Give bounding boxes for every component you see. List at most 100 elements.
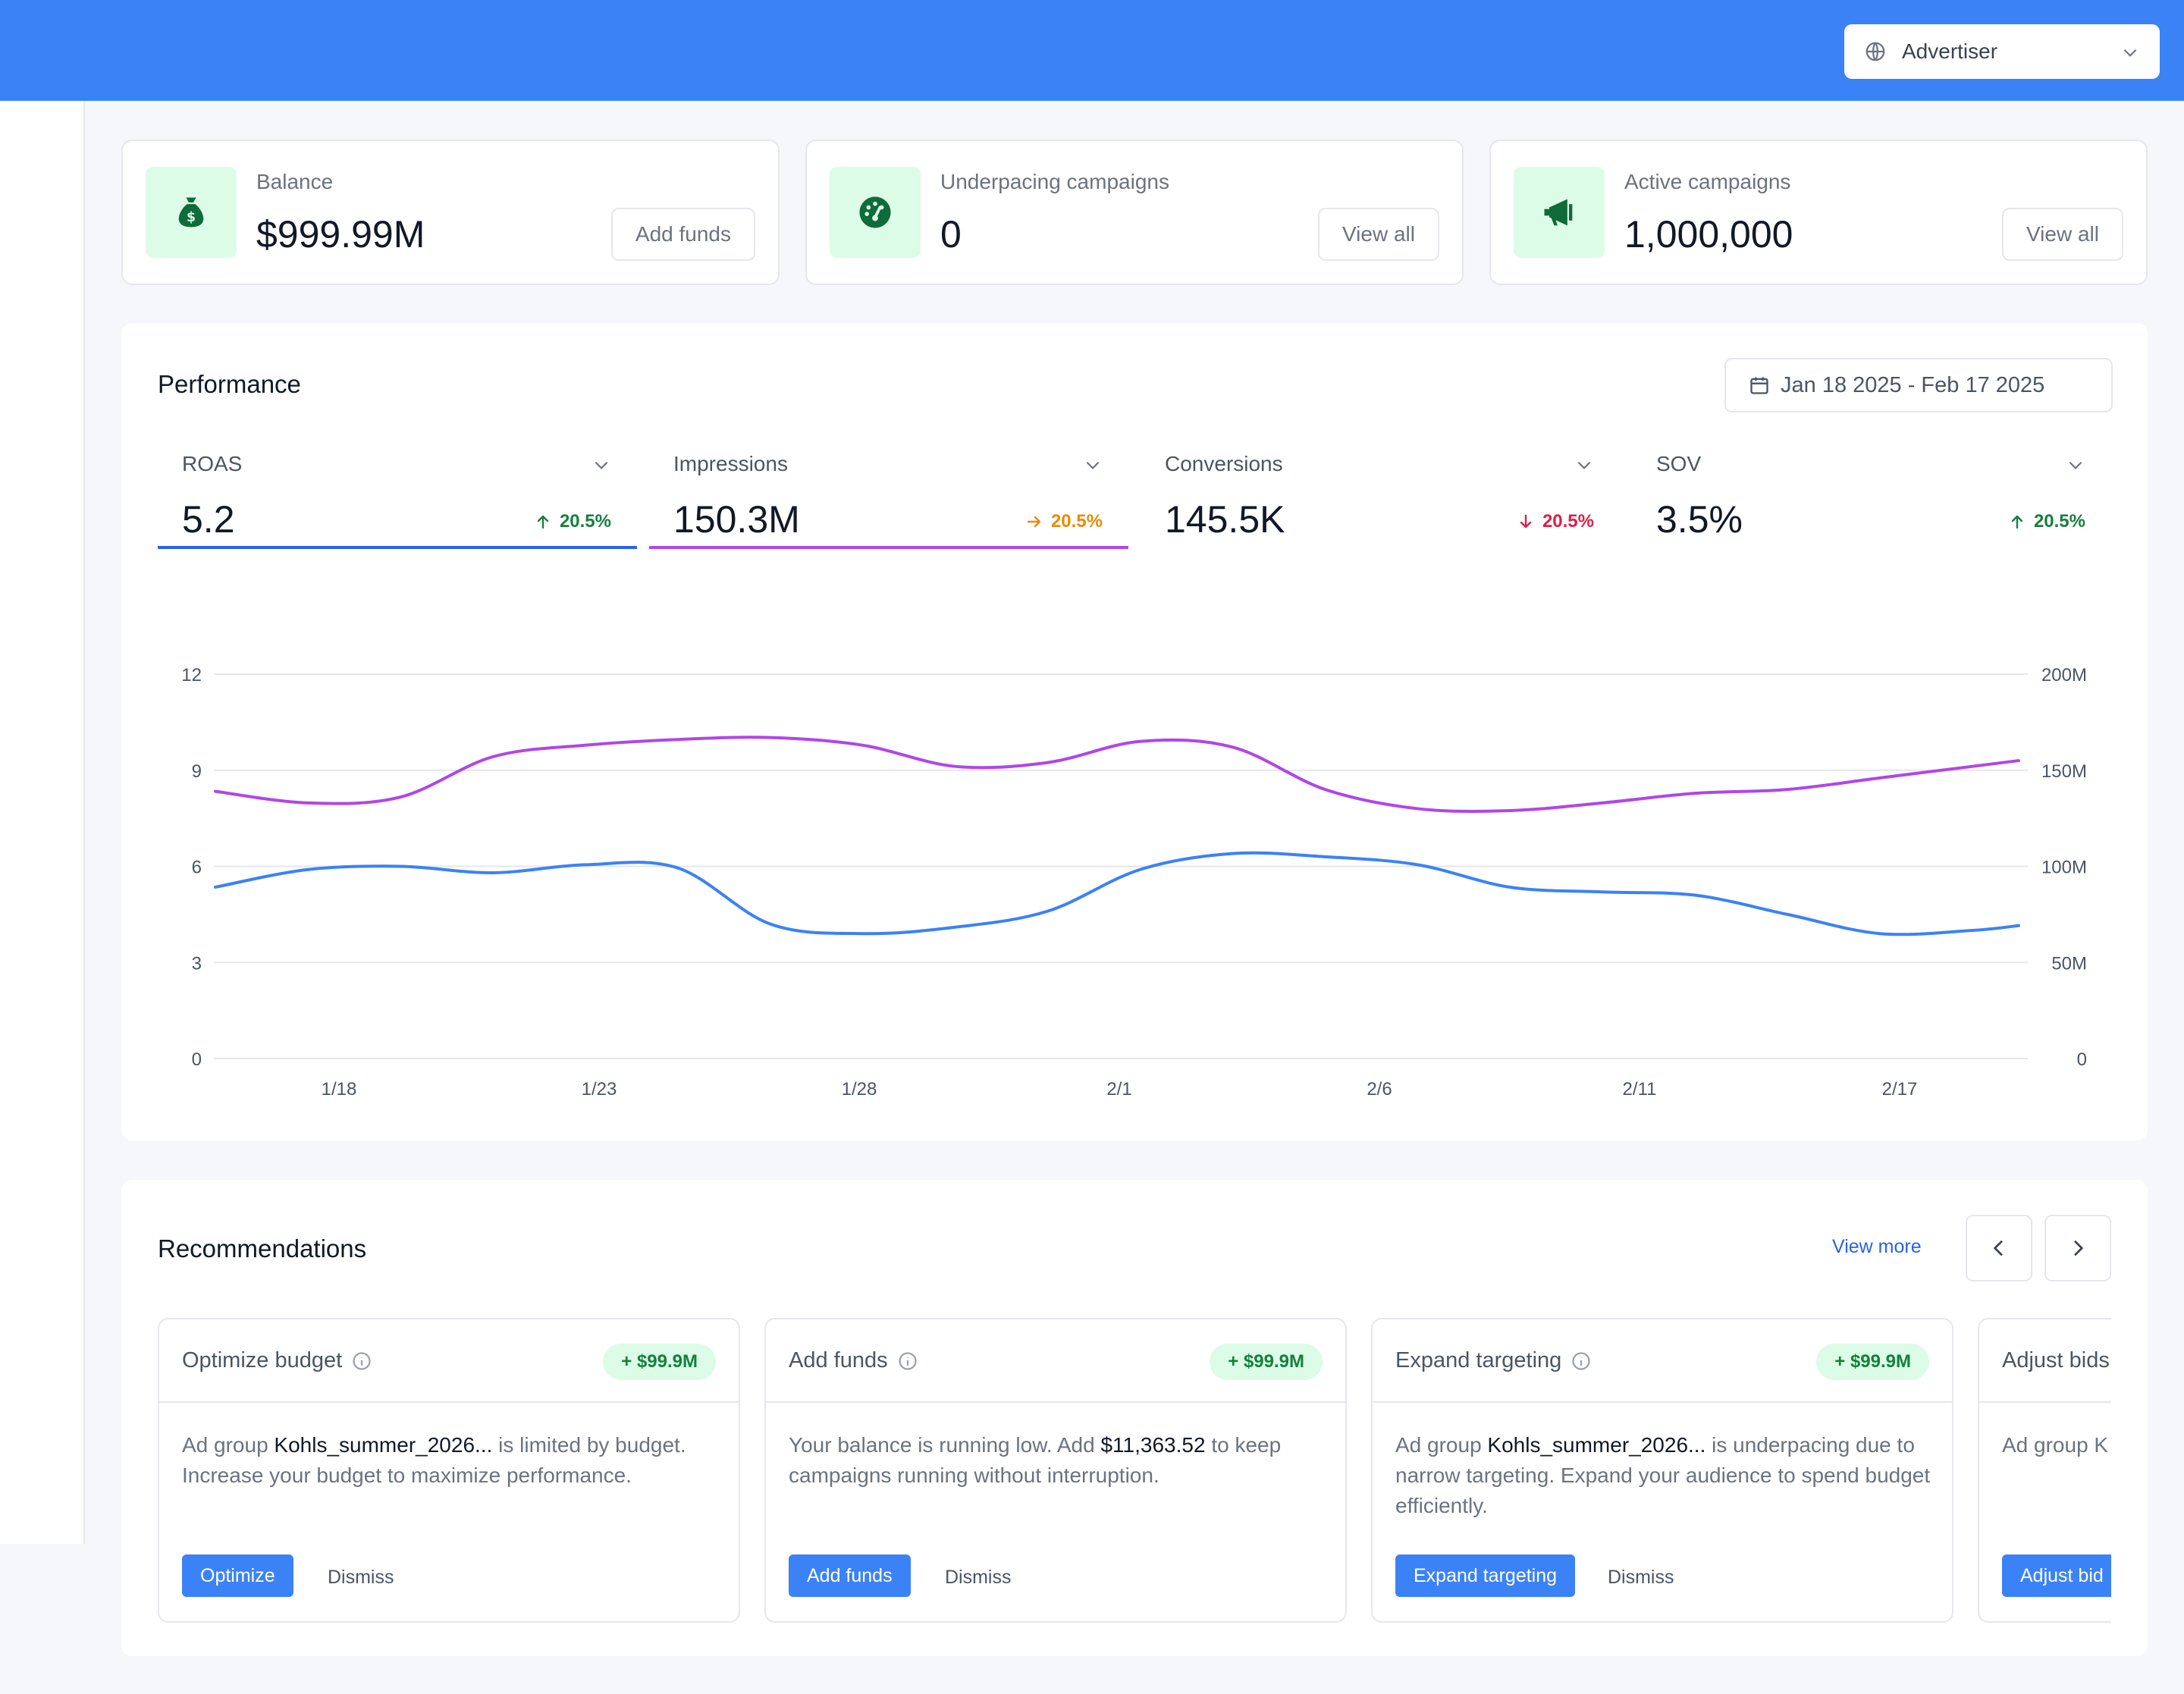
metric-label: Impressions [673,452,788,475]
calendar-icon [1750,377,1768,394]
impact-badge: + $99.9M [603,1344,716,1380]
recommendation-card-header: Optimize budget + $99.9M [159,1319,739,1403]
body-highlight: Kohls_summer_2026... [274,1433,493,1457]
arrow-right-icon [1027,516,1041,528]
metric-delta: 20.5% [1025,511,1103,532]
stat-card-underpacing: Underpacing campaigns 0 View all [805,140,1464,285]
recommendation-title: Add funds [789,1348,918,1373]
recommendations-panel: Recommendations View more Optimize budge… [121,1180,2148,1656]
series-line-roas [214,851,2020,936]
x-tick-label: 2/17 [1882,1079,1918,1100]
recommendation-body: Ad group Kohls_summer_2026... is limited… [182,1430,728,1491]
date-range-picker[interactable]: Jan 18 2025 - Feb 17 2025 [1724,358,2113,413]
recommendation-title: Optimize budget [182,1348,372,1373]
x-tick-label: 2/11 [1623,1079,1657,1100]
info-icon[interactable] [1571,1350,1592,1372]
x-tick-label: 1/23 [582,1079,617,1100]
megaphone-icon [1514,167,1605,258]
metric-delta-value: 20.5% [559,511,611,532]
series-line-impressions [214,736,2020,813]
prev-button[interactable] [1966,1215,2032,1281]
recommendation-primary-button[interactable]: Add funds [789,1554,911,1597]
body-text: to keep campaigns running without interr… [789,1433,1282,1487]
metric-value: 145.5K [1165,498,1285,541]
metric-value: 5.2 [182,498,235,541]
y-right-tick-label: 50M [2051,953,2087,974]
view-all-underpacing-button[interactable]: View all [1318,208,1439,261]
performance-title: Performance [158,370,301,398]
arrow-down-icon [1520,514,1532,529]
recommendation-title-text: Add funds [789,1348,888,1372]
info-icon[interactable] [351,1350,372,1372]
metric-tab-roas[interactable]: ROAS 5.2 20.5% [158,452,637,549]
chevron-right-icon [2074,1240,2084,1256]
chevron-left-icon [1993,1240,2003,1256]
y-left-tick-label: 0 [192,1049,202,1070]
x-tick-label: 2/1 [1106,1079,1131,1100]
advertiser-select[interactable]: Advertiser [1844,24,2160,79]
performance-chart: 0 3 6 9 12 0 50M 100M 150M 200M 1/18 1/23 1/28 2/1 2/6… [181,665,2087,1100]
stat-value: 0 [940,213,962,256]
arrow-up-icon [537,515,549,529]
stat-value: 1,000,000 [1624,213,1793,256]
stat-label: Balance [256,170,334,193]
body-text: Ad group [182,1433,275,1457]
recommendation-primary-button[interactable]: Expand targeting [1395,1554,1576,1597]
y-left-tick-label: 6 [192,858,202,878]
x-tick-label: 2/6 [1367,1079,1392,1100]
metric-delta-value: 20.5% [1542,511,1594,532]
recommendation-title-text: Adjust bids [2002,1348,2110,1372]
metric-tab-conversions[interactable]: Conversions 145.5K 20.5% [1141,452,1620,546]
recommendation-card-header: Expand targeting + $99.9M [1373,1319,1952,1403]
view-all-active-button[interactable]: View all [2002,208,2123,261]
dismiss-button[interactable]: Dismiss [1608,1567,1674,1588]
recommendation-card-header: Add funds + $99.9M [766,1319,1345,1403]
metric-delta: 20.5% [1517,511,1594,532]
metric-label: Conversions [1165,452,1283,475]
recommendation-carousel: Optimize budget + $99.9M Ad group Kohls_su… [158,1318,2111,1626]
recommendation-card: Optimize budget + $99.9M Ad group Kohls_su… [158,1318,740,1623]
dismiss-button[interactable]: Dismiss [328,1567,394,1588]
chevron-down-icon[interactable] [592,455,611,475]
arrow-up-icon [2011,515,2023,529]
top-bar: Advertiser [0,0,2184,101]
y-right-tick-label: 0 [2077,1049,2087,1070]
recommendations-title: Recommendations [158,1234,367,1263]
body-highlight: $11,363.52 [1100,1433,1206,1457]
metric-tab-sov[interactable]: SOV 3.5% 20.5% [1632,452,2111,546]
recommendation-body: Ad group Kohls_summer_2026... is underpa… [1395,1430,1941,1521]
metric-delta-value: 20.5% [1050,511,1103,532]
metric-tab-impressions[interactable]: Impressions 150.3M 20.5% [649,452,1128,549]
y-left-tick-label: 3 [192,953,202,974]
recommendation-title: Adjust bids [2002,1348,2110,1373]
y-right-tick-label: 100M [2041,858,2087,878]
recommendation-card-header: Adjust bids [1979,1319,2111,1403]
stat-label: Active campaigns [1624,170,1791,193]
next-button[interactable] [2044,1215,2111,1281]
body-text: is underpacing due to narrow targeting. … [1395,1433,1931,1517]
view-more-link[interactable]: View more [1832,1236,1922,1257]
chevron-down-icon[interactable] [2066,455,2085,475]
recommendation-primary-button[interactable]: Optimize [182,1554,293,1597]
info-icon[interactable] [897,1350,918,1372]
money-bag-icon: $ [146,167,237,258]
metric-label: ROAS [182,452,243,475]
metric-selected-underline [158,546,637,549]
metric-label: SOV [1656,452,1702,475]
add-funds-button[interactable]: Add funds [610,208,755,261]
chevron-down-icon[interactable] [1574,455,1594,475]
performance-panel: Performance Jan 18 2025 - Feb 17 2025 RO… [121,323,2148,1140]
metric-value: 3.5% [1656,498,1743,541]
chevron-down-icon[interactable] [1083,455,1103,475]
dismiss-button[interactable]: Dismiss [945,1567,1012,1588]
advertiser-label: Advertiser [1902,39,1998,63]
metric-value: 150.3M [673,498,800,541]
recommendation-card: Adjust bids Ad group K to low bids utiliz… [1978,1318,2111,1623]
x-tick-label: 1/18 [322,1079,357,1100]
body-text: Ad group K [2002,1433,2109,1457]
recommendation-primary-button[interactable]: Adjust bid [2002,1554,2111,1597]
chevron-down-icon [2123,49,2137,57]
gauge-icon [830,167,921,258]
body-text: Your balance is running low. Add [789,1433,1101,1457]
metric-delta-value: 20.5% [2033,511,2085,532]
